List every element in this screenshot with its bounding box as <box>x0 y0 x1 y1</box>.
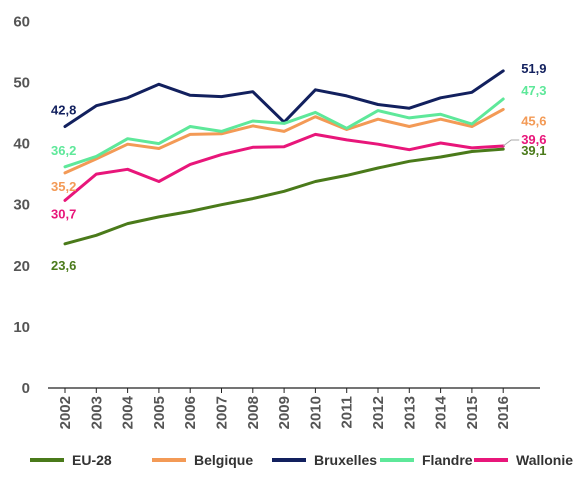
x-tick-label: 2006 <box>182 396 199 429</box>
x-tick-label: 2003 <box>88 396 105 429</box>
x-tick-label: 2002 <box>57 396 74 429</box>
x-tick-label: 2014 <box>433 395 450 429</box>
x-tick-label: 2013 <box>401 396 418 429</box>
legend: EU-28 Belgique Bruxelles Flandre Wallonie <box>30 452 573 468</box>
x-tick-label: 2015 <box>464 396 481 429</box>
series-line-flandre <box>63 97 505 169</box>
data-label-last-wallonie: 39,6 <box>521 132 546 147</box>
data-label-first-wallonie: 30,7 <box>51 206 76 221</box>
legend-label-belgique: Belgique <box>194 452 253 468</box>
series-line-wallonie <box>63 132 505 202</box>
data-label-first-eu-28: 23,6 <box>51 258 76 273</box>
x-tick-label: 2011 <box>339 396 356 429</box>
data-labels: 23,6 39,1 35,2 45,6 42,8 51,9 36,2 47,3 30,7 39,6 <box>51 61 547 273</box>
y-tick-label: 30 <box>13 197 30 214</box>
x-tick-label: 2016 <box>495 396 512 429</box>
x-tick-label: 2007 <box>214 396 231 429</box>
series-line-bruxelles <box>63 69 505 128</box>
legend-label-flandre: Flandre <box>422 452 473 468</box>
x-tick-label: 2012 <box>370 396 387 429</box>
data-label-last-flandre: 47,3 <box>521 83 546 98</box>
y-tick-label: 10 <box>13 319 30 336</box>
legend-label-wallonie: Wallonie <box>516 452 573 468</box>
x-tick-label: 2010 <box>307 396 324 429</box>
data-label-first-flandre: 36,2 <box>51 143 76 158</box>
y-tick-label: 20 <box>13 258 30 275</box>
x-axis-ticks: 2002 2003 2004 2005 2006 2007 2008 2009 2010 2011… <box>57 388 512 429</box>
y-tick-label: 60 <box>13 13 30 30</box>
data-label-last-belgique: 45,6 <box>521 113 546 128</box>
data-label-last-eu-28: 39,1 <box>521 143 546 158</box>
legend-label-bruxelles: Bruxelles <box>314 452 377 468</box>
y-axis-ticks: 0 10 20 30 40 50 60 <box>13 13 30 397</box>
x-tick-label: 2004 <box>120 395 137 429</box>
x-tick-label: 2009 <box>276 396 293 429</box>
data-label-first-bruxelles: 42,8 <box>51 102 76 117</box>
x-tick-label: 2005 <box>151 396 168 429</box>
data-label-first-belgique: 35,2 <box>51 179 76 194</box>
x-tick-label: 2008 <box>245 396 262 429</box>
data-label-last-bruxelles: 51,9 <box>521 61 546 76</box>
y-tick-label: 50 <box>13 75 30 92</box>
leader-line-wallonie <box>502 139 520 147</box>
y-tick-label: 40 <box>13 136 30 153</box>
series-line-eu-28 <box>63 147 505 246</box>
y-tick-label: 0 <box>22 380 30 397</box>
legend-label-eu-28: EU-28 <box>72 452 112 468</box>
series-line-belgique <box>63 107 505 175</box>
series-lines <box>63 69 505 246</box>
